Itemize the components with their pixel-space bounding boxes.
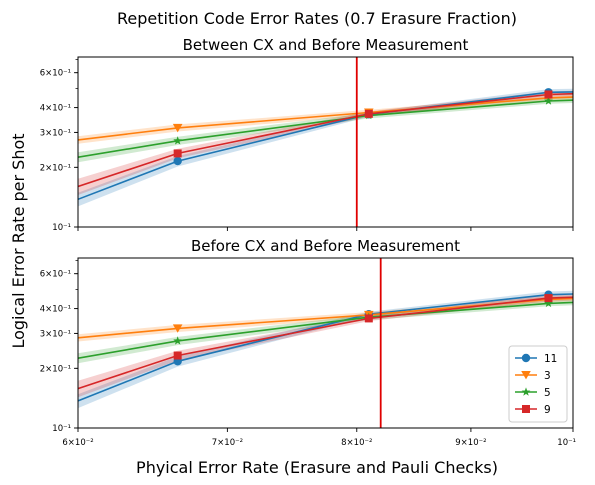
data-point-9 xyxy=(544,90,553,99)
data-point-5 xyxy=(544,298,553,308)
y-tick-label: 4×10⁻¹ xyxy=(40,104,71,114)
legend-label: 11 xyxy=(544,353,557,365)
legend-label: 9 xyxy=(544,404,551,416)
data-point-9 xyxy=(364,109,373,118)
plot-area xyxy=(78,290,573,409)
legend-label: 3 xyxy=(544,370,551,382)
y-tick-label: 6×10⁻¹ xyxy=(40,270,71,280)
legend: 11 3 5 9 xyxy=(508,345,568,423)
x-axis-label: Phyical Error Rate (Erasure and Pauli Ch… xyxy=(136,458,498,477)
data-point-9 xyxy=(173,149,182,158)
axes-frame xyxy=(77,257,574,429)
data-point-11 xyxy=(173,156,182,166)
x-tick-label: 10⁻¹ xyxy=(557,438,576,448)
confidence-band-5 xyxy=(78,97,573,163)
x-tick-label: 6×10⁻² xyxy=(62,438,93,448)
y-tick-label: 10⁻¹ xyxy=(52,424,71,434)
top-panel: Between CX and Before Measurement 10⁻¹ 2×1… xyxy=(40,36,574,233)
legend-marker-9 xyxy=(522,405,530,413)
panel-title: Between CX and Before Measurement xyxy=(183,36,469,54)
axes-frame xyxy=(77,56,574,228)
plot-area xyxy=(78,88,573,207)
legend-marker-5 xyxy=(521,387,531,396)
y-tick-label: 3×10⁻¹ xyxy=(40,128,71,138)
data-point-5 xyxy=(173,136,183,145)
y-tick-label: 6×10⁻¹ xyxy=(40,69,71,79)
data-point-9 xyxy=(364,314,373,323)
legend-label: 5 xyxy=(544,387,551,399)
data-point-3 xyxy=(172,324,183,333)
data-point-9 xyxy=(544,294,553,303)
legend-marker-3 xyxy=(521,371,531,380)
panel-title: Before CX and Before Measurement xyxy=(191,237,460,255)
x-tick-label: 9×10⁻² xyxy=(455,438,486,448)
data-point-9 xyxy=(173,351,182,360)
y-tick-label: 4×10⁻¹ xyxy=(40,305,71,315)
x-tick-label: 8×10⁻² xyxy=(341,438,372,448)
legend-box xyxy=(508,345,568,423)
y-tick-label: 10⁻¹ xyxy=(52,223,71,233)
y-tick-label: 2×10⁻¹ xyxy=(40,364,71,374)
x-tick-label: 7×10⁻² xyxy=(212,438,243,448)
y-tick-label: 2×10⁻¹ xyxy=(40,163,71,173)
y-tick-label: 3×10⁻¹ xyxy=(40,329,71,339)
y-axis-label: Logical Error Rate per Shot xyxy=(9,133,28,348)
confidence-band-3 xyxy=(78,94,573,144)
data-point-3 xyxy=(172,123,183,133)
data-point-5 xyxy=(544,96,553,105)
legend-marker-11 xyxy=(521,353,531,363)
data-point-5 xyxy=(173,336,183,345)
figure-suptitle: Repetition Code Error Rates (0.7 Erasure… xyxy=(117,9,517,28)
bottom-panel: Before CX and Before Measurement 10⁻¹ 2×10… xyxy=(40,237,576,448)
